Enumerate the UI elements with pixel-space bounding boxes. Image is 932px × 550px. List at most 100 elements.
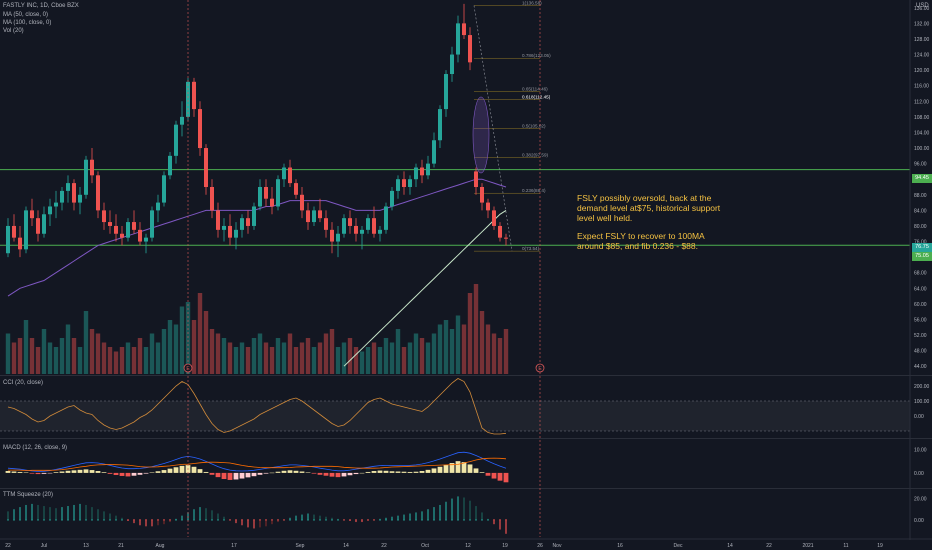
candle [162, 171, 166, 207]
candle-body [468, 35, 472, 63]
ttm-squeeze-dot [127, 519, 129, 521]
candle [414, 163, 418, 187]
ttm-squeeze-dot [73, 519, 75, 521]
ttm-histogram-bar [445, 501, 447, 520]
candle-body [378, 229, 382, 234]
candle-body [36, 218, 40, 234]
volume-bar [257, 333, 263, 374]
ttm-histogram-bar [385, 517, 387, 520]
ttm-histogram-bar [493, 519, 495, 525]
ttm-histogram-bar [43, 506, 45, 520]
ttm-histogram-bar [403, 514, 405, 520]
candle [276, 175, 280, 211]
candle-body [312, 210, 316, 223]
ttm-histogram-bar [253, 519, 255, 529]
ttm-histogram-bar [313, 514, 315, 520]
ttm-histogram-bar [469, 500, 471, 520]
symbol-legend: FASTLY INC, 1D, Cboe BZX [3, 3, 79, 9]
volume-bar [425, 342, 431, 374]
time-tick-label: 21 [118, 543, 124, 549]
price-pane[interactable]: 1(136.58) 0.786(123.05) 0.65(114.46) 0.618(… [0, 1, 910, 374]
pattern-ellipse [472, 96, 490, 174]
macd-histogram-bar [83, 469, 89, 473]
volume-bar [113, 351, 119, 374]
fib-level-label: 0.382(97.59) [522, 152, 549, 157]
macd-histogram-bar [419, 471, 425, 473]
macd-histogram-bar [395, 471, 401, 473]
ttm-squeeze-dot [253, 519, 255, 521]
candle [348, 210, 352, 234]
macd-histogram-bar [47, 472, 53, 474]
macd-histogram-bar [137, 472, 143, 475]
ttm-histogram-bar [475, 506, 477, 520]
volume-bar [197, 293, 203, 374]
ttm-histogram-bar [241, 519, 243, 526]
time-tick-label: 11 [843, 543, 848, 549]
ttm-histogram-bar [85, 504, 87, 520]
candle-body [462, 23, 466, 36]
ttm-squeeze-dot [427, 519, 429, 521]
candle [168, 151, 172, 180]
candle [126, 218, 130, 242]
ttm-histogram-bar [31, 503, 33, 520]
ttm-squeeze-dot [469, 519, 471, 521]
volume-bar [317, 342, 323, 374]
candle [54, 190, 58, 219]
volume-bar [47, 342, 53, 374]
macd-histogram-bar [281, 470, 287, 473]
volume-bar [473, 284, 479, 374]
ttm-squeeze-pane[interactable] [7, 496, 507, 534]
macd-histogram-bar [113, 472, 119, 476]
cci-band [0, 401, 910, 431]
macd-histogram-bar [341, 472, 347, 477]
time-tick-label: Aug [156, 543, 165, 549]
ttm-histogram-bar [67, 506, 69, 520]
macd-histogram-bar [503, 472, 509, 483]
time-tick-label: Sep [296, 543, 305, 549]
ttm-squeeze-dot [277, 519, 279, 521]
candle-body [396, 179, 400, 191]
candle [234, 222, 238, 250]
macd-histogram-bar [407, 471, 413, 473]
price-tick-label: 116.00 [914, 84, 929, 90]
cci-pane[interactable] [0, 378, 910, 435]
volume-bar [251, 338, 257, 374]
candle [90, 148, 94, 184]
ttm-squeeze-dot [337, 519, 339, 521]
candle-body [174, 124, 178, 156]
candle-body [210, 187, 214, 211]
macd-pane[interactable] [5, 451, 509, 483]
ttm-histogram-bar [505, 519, 507, 534]
candle [192, 77, 196, 117]
candle-body [216, 210, 220, 230]
macd-histogram-bar [467, 464, 473, 473]
ttm-squeeze-dot [493, 519, 495, 521]
macd-histogram-bar [293, 470, 299, 473]
ttm-squeeze-dot [421, 519, 423, 521]
ttm-squeeze-dot [379, 519, 381, 521]
ttm-squeeze-dot [391, 519, 393, 521]
ttm-squeeze-dot [289, 519, 291, 521]
ttm-histogram-bar [427, 509, 429, 520]
ttm-squeeze-dot [259, 519, 261, 521]
candle [174, 120, 178, 164]
macd-histogram-bar [335, 472, 341, 478]
candle-body [78, 194, 82, 203]
candle [366, 214, 370, 234]
ttm-squeeze-dot [31, 519, 33, 521]
time-tick-label: 13 [83, 543, 89, 549]
candle-body [138, 229, 142, 242]
time-tick-label: 22 [5, 543, 11, 549]
candle-body [444, 74, 448, 110]
price-tick-label: 88.00 [914, 193, 927, 199]
candle [372, 206, 376, 238]
volume-bar [353, 347, 359, 374]
earnings-icon [183, 363, 193, 373]
candle [18, 225, 22, 258]
macd-histogram-bar [317, 472, 323, 475]
candle-body [258, 187, 262, 207]
candle [312, 206, 316, 226]
macd-histogram-bar [473, 468, 479, 473]
candle-body [240, 218, 244, 230]
